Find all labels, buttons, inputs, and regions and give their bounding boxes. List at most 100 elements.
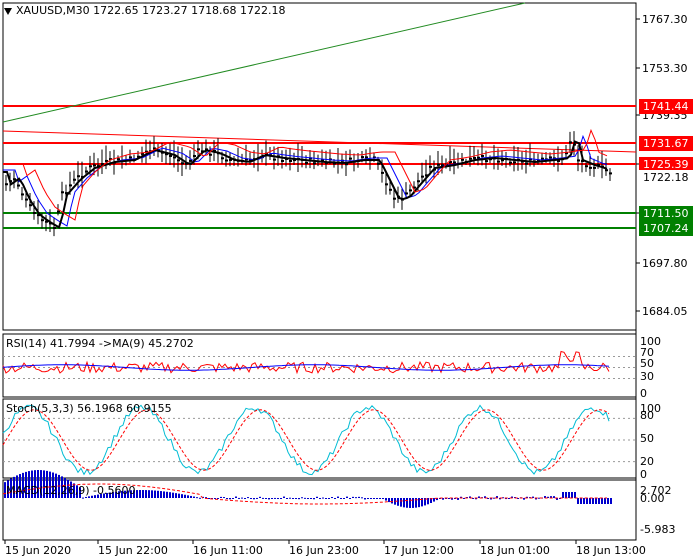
stoch-tick-label: 100 [640, 402, 661, 415]
macd-bar [409, 498, 411, 508]
rsi-ma-line [2, 364, 610, 371]
macd-bar [100, 494, 102, 498]
stoch-label: Stoch(5,3,3) 56.1968 60.9155 [6, 402, 172, 415]
macd-bar [556, 498, 558, 500]
stoch-signal-line [2, 409, 610, 471]
candle-body [189, 159, 192, 162]
macd-bar [391, 498, 393, 504]
macd-bar [358, 496, 360, 498]
candle-body [449, 161, 452, 164]
macd-bar [169, 492, 171, 498]
macd-bar [361, 497, 363, 499]
triangle-down-icon [4, 7, 12, 15]
macd-bar [373, 498, 375, 499]
macd-bar [229, 498, 231, 500]
candle-body [373, 156, 376, 159]
rsi-line [2, 350, 610, 375]
candle-body [425, 174, 428, 177]
macd-bar [7, 480, 9, 498]
candle-body [221, 157, 224, 160]
macd-bar [289, 497, 291, 499]
trend-line-red [2, 130, 637, 153]
macd-bar [460, 496, 462, 498]
main-symbol-label: XAUUSD,M30 1722.65 1723.27 1718.68 1722.… [4, 4, 286, 17]
macd-bar [286, 498, 288, 499]
macd-bar [256, 497, 258, 499]
candle-body [129, 156, 132, 159]
macd-bar [118, 491, 120, 498]
candle-body [21, 193, 24, 196]
macd-bar [448, 498, 450, 499]
macd-bar [226, 498, 228, 499]
macd-bar [397, 498, 399, 506]
price-tag: 1722.18 [639, 170, 693, 185]
macd-bar [49, 471, 51, 498]
macd-bar [517, 498, 519, 499]
time-label: 18 Jun 13:00 [576, 544, 646, 557]
candle-body [137, 155, 140, 158]
macd-bar [121, 490, 123, 498]
candle-body [53, 227, 56, 230]
candle-body [473, 156, 476, 159]
candle-body [597, 163, 600, 166]
macd-bar [346, 496, 348, 498]
macd-bar [328, 498, 330, 499]
candle-body [173, 156, 176, 159]
time-label: 16 Jun 11:00 [193, 544, 263, 557]
macd-bar [274, 497, 276, 499]
macd-bar [82, 497, 84, 499]
macd-bar [553, 496, 555, 498]
macd-bar [580, 498, 582, 504]
candle-body [153, 147, 156, 150]
macd-bar [562, 492, 564, 498]
macd-bar [16, 475, 18, 498]
macd-bar [127, 490, 129, 498]
macd-bar [187, 495, 189, 498]
macd-bar [583, 498, 585, 504]
macd-bar [415, 498, 417, 508]
macd-bar [97, 494, 99, 498]
macd-bar [547, 496, 549, 498]
macd-bar [124, 490, 126, 498]
macd-bar [505, 498, 507, 500]
macd-bar [220, 496, 222, 498]
macd-bar [463, 498, 465, 499]
macd-bar [403, 498, 405, 508]
macd-bar [442, 498, 444, 500]
candle-body [249, 158, 252, 161]
candle-body [481, 154, 484, 157]
macd-bar [244, 498, 246, 499]
macd-bar [496, 496, 498, 498]
candle-body [501, 159, 504, 162]
candle-body [101, 163, 104, 166]
macd-bar [202, 496, 204, 498]
macd-bar [160, 491, 162, 498]
macd-bar [436, 498, 438, 501]
macd-tick-label: 0.00 [640, 492, 665, 505]
macd-bar [40, 470, 42, 498]
macd-bar [238, 497, 240, 499]
macd-bar [298, 498, 300, 500]
time-label: 18 Jun 01:00 [480, 544, 550, 557]
macd-bar [511, 496, 513, 498]
macd-bar [130, 490, 132, 498]
macd-bar [283, 496, 285, 498]
macd-bar [76, 485, 78, 498]
macd-bar [223, 497, 225, 499]
y-tick-label: 1767.30 [642, 13, 688, 26]
macd-bar [142, 490, 144, 498]
macd-bar [94, 495, 96, 498]
macd-bar [205, 497, 207, 499]
candle-body [469, 157, 472, 160]
price-tag: 1741.44 [639, 99, 693, 114]
macd-bar [52, 472, 54, 498]
macd-bar [106, 492, 108, 498]
macd-bar [247, 497, 249, 499]
time-label: 15 Jun 2020 [5, 544, 71, 557]
macd-bar [610, 498, 612, 504]
macd-bar [43, 470, 45, 498]
rsi-label: RSI(14) 41.7994 ->MA(9) 45.2702 [6, 337, 194, 350]
candle-body [389, 188, 392, 191]
candle-body [289, 159, 292, 162]
